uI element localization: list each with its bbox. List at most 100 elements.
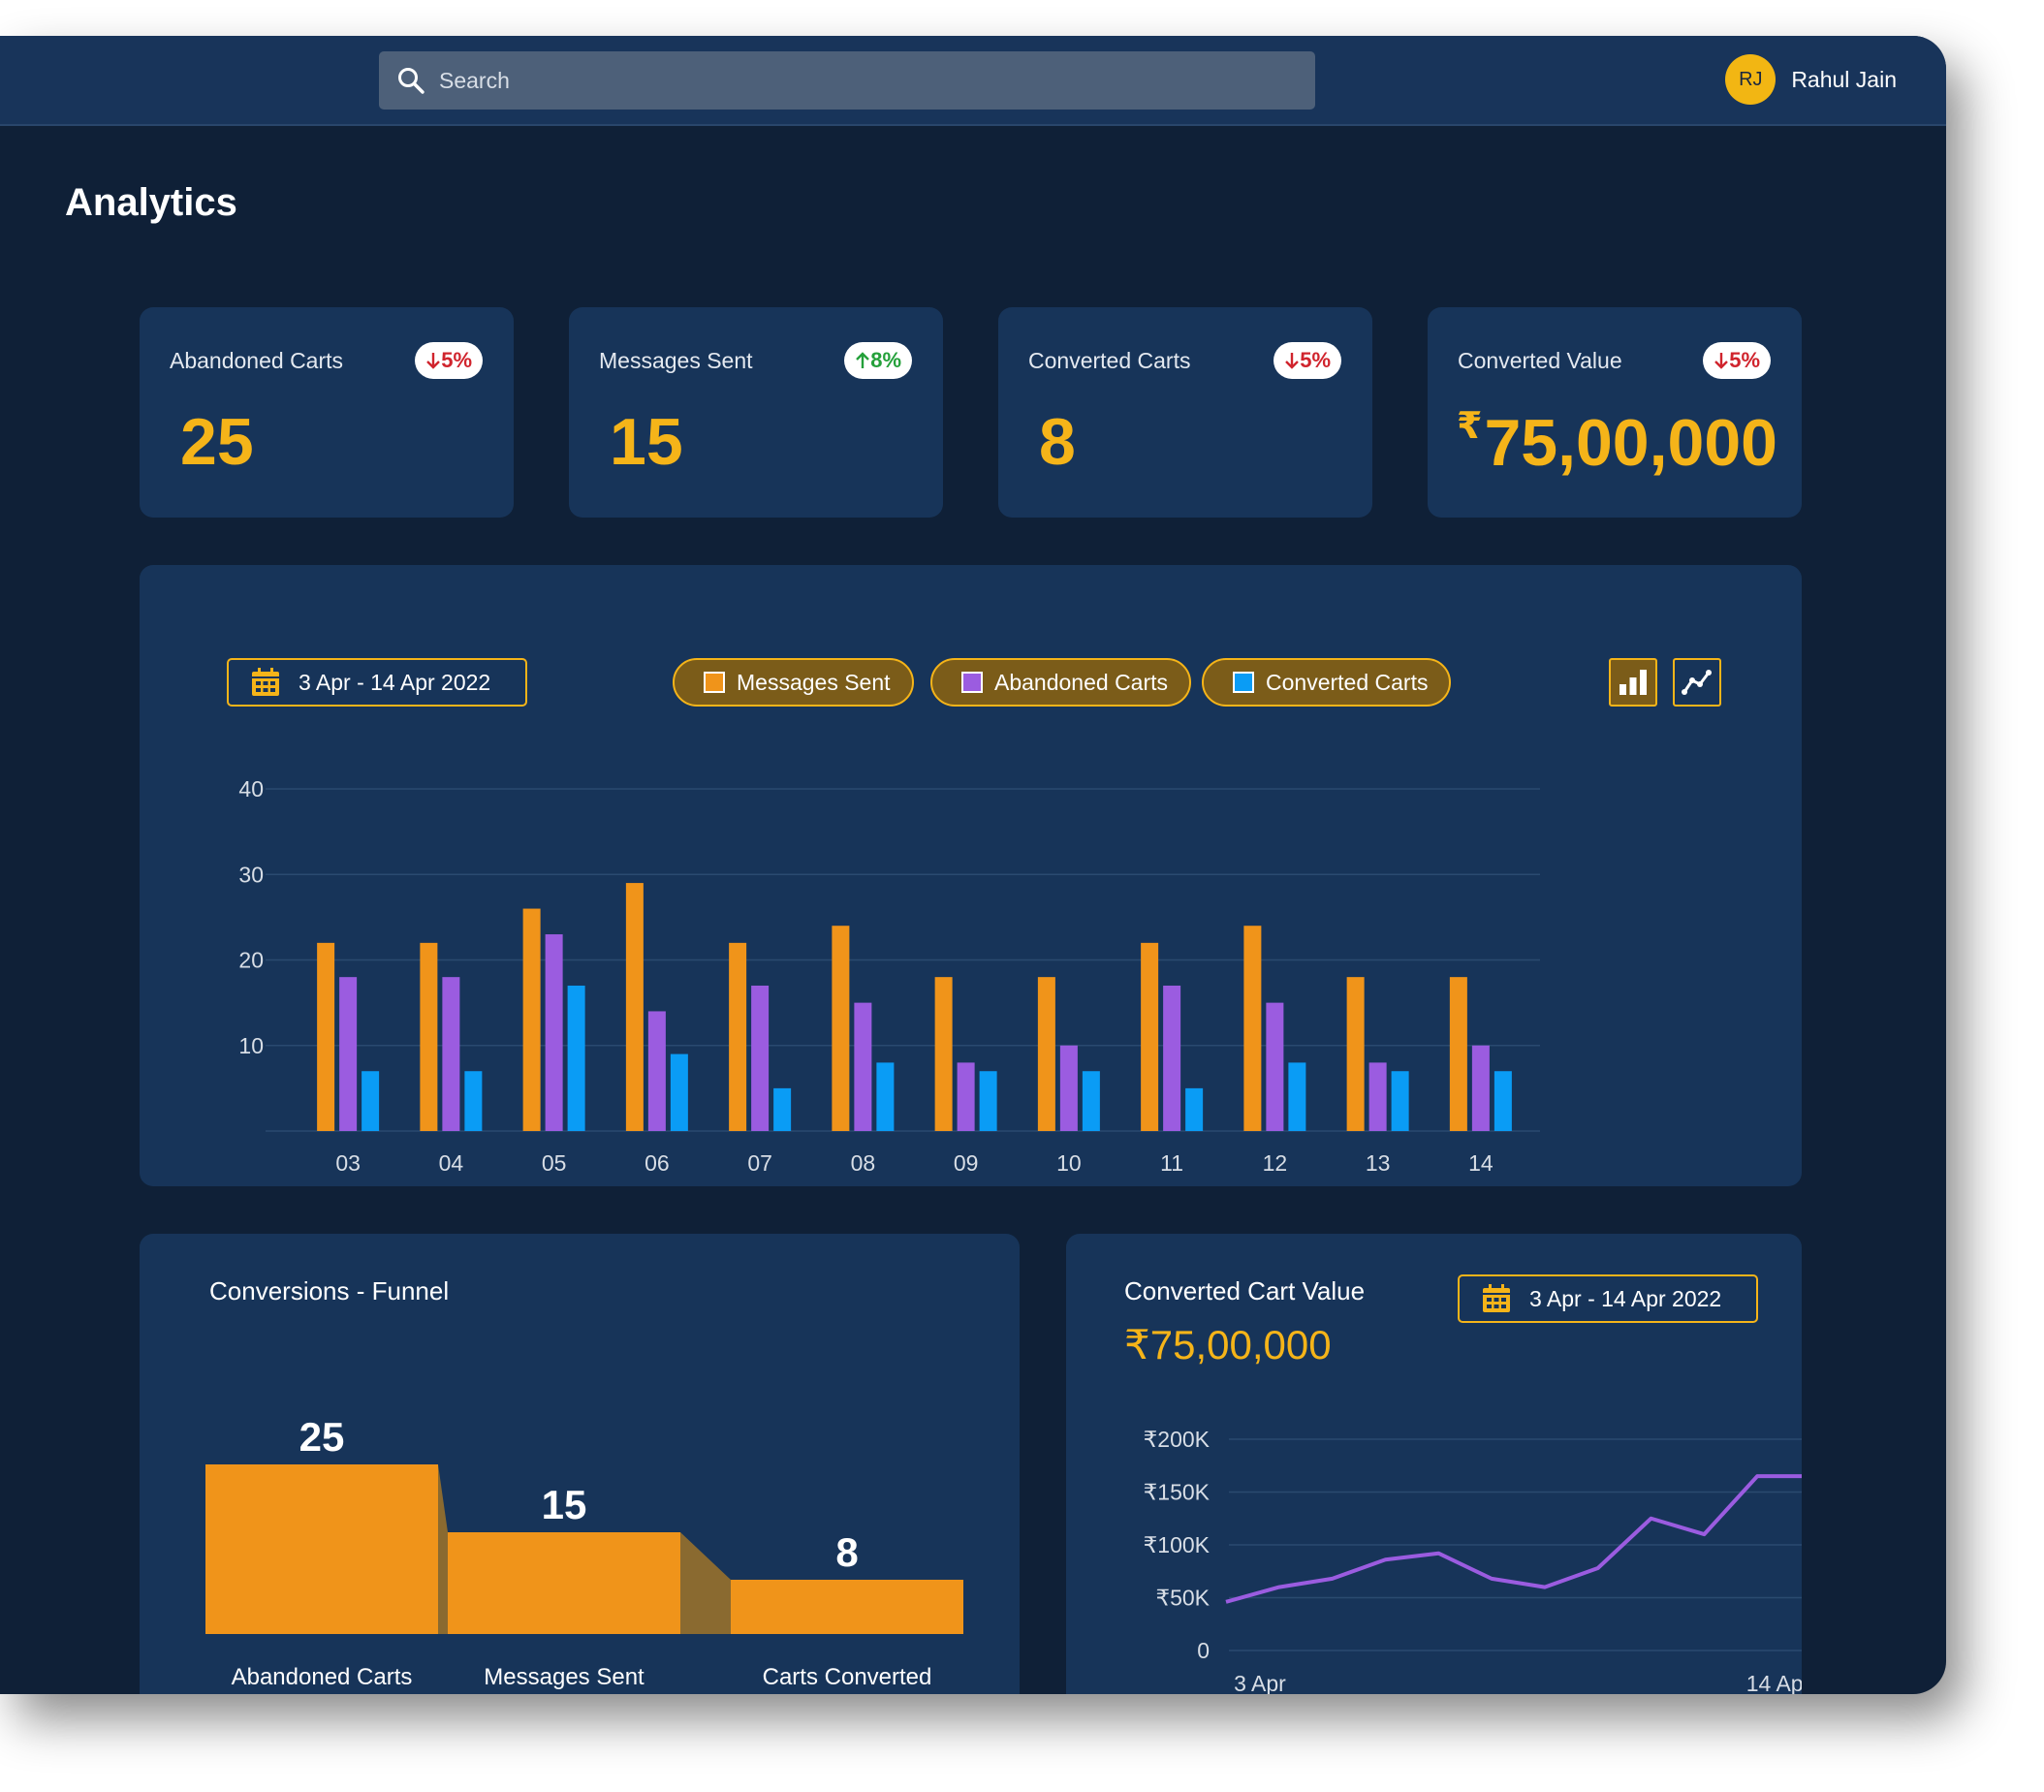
x-tick-label: 08 <box>851 1150 876 1176</box>
bar-converted-carts <box>464 1071 483 1131</box>
line-series <box>1225 1474 1802 1604</box>
bar-abandoned-carts <box>1059 1045 1078 1131</box>
bar-messages-sent <box>832 926 850 1131</box>
x-tick-label: 12 <box>1263 1150 1288 1176</box>
total-value: 75,00,000 <box>1149 1322 1332 1368</box>
kpi-number: 8 <box>1039 405 1076 479</box>
legend-label: Converted Carts <box>1266 669 1429 695</box>
app-window: Search RJ Rahul Jain Analytics Abandoned… <box>0 36 1946 1694</box>
y-tick-label: 10 <box>238 1033 264 1058</box>
search-input[interactable]: Search <box>379 51 1315 110</box>
search-icon <box>398 68 425 94</box>
kpi-label: Messages Sent <box>599 348 753 373</box>
funnel-connector <box>438 1464 448 1634</box>
bar-messages-sent <box>522 908 541 1131</box>
bar-abandoned-carts <box>1163 985 1181 1131</box>
kpi-number: 15 <box>610 405 683 479</box>
top-bar: Search RJ Rahul Jain <box>0 36 1946 126</box>
bar-messages-sent <box>420 942 438 1131</box>
value-title: Converted Cart Value <box>1124 1276 1366 1305</box>
line-view-button[interactable] <box>1673 658 1721 707</box>
kpi-value: 25 <box>178 404 254 480</box>
funnel-stage-label: Abandoned Carts <box>232 1664 413 1690</box>
x-tick-label: 03 <box>335 1150 361 1176</box>
kpi-label: Converted Carts <box>1028 348 1191 373</box>
bar-converted-carts <box>979 1071 997 1131</box>
search-placeholder: Search <box>439 67 510 93</box>
avatar[interactable]: RJ <box>1725 54 1777 105</box>
y-tick-label: 40 <box>238 776 264 802</box>
bar-abandoned-carts <box>1471 1045 1490 1131</box>
y-tick-label: ₹100K <box>1144 1532 1211 1557</box>
user-name[interactable]: Rahul Jain <box>1791 66 1897 92</box>
arrow-down-icon <box>1714 353 1729 369</box>
date-range-text: 3 Apr - 14 Apr 2022 <box>299 669 491 695</box>
bar-abandoned-carts <box>339 977 358 1131</box>
date-range-picker[interactable]: 3 Apr - 14 Apr 2022 <box>227 658 527 707</box>
kpi-label: Converted Value <box>1458 348 1622 373</box>
legend-swatch <box>1233 672 1254 693</box>
bar-messages-sent <box>317 942 335 1131</box>
legend-swatch <box>704 672 725 693</box>
bar-messages-sent <box>625 883 644 1131</box>
bar-abandoned-carts <box>751 985 770 1131</box>
arrow-down-icon <box>426 353 441 369</box>
kpi-value: 15 <box>608 404 683 480</box>
funnel-value-label: 8 <box>835 1529 858 1575</box>
x-tick-label: 10 <box>1056 1150 1082 1176</box>
value-date-range-picker[interactable]: 3 Apr - 14 Apr 2022 <box>1458 1274 1758 1323</box>
x-tick-label: 05 <box>542 1150 567 1176</box>
change-badge: 8% <box>844 342 912 379</box>
change-badge: 5% <box>1703 342 1771 379</box>
legend-swatch <box>961 672 983 693</box>
arrow-up-icon <box>856 352 870 368</box>
x-tick-label: 04 <box>439 1150 464 1176</box>
kpi-label: Abandoned Carts <box>170 348 344 373</box>
user-menu[interactable]: RJ Rahul Jain <box>1725 54 1897 105</box>
bar-abandoned-carts <box>957 1062 975 1131</box>
legend-label: Messages Sent <box>737 669 891 695</box>
bar-chart-icon <box>1619 670 1647 695</box>
bar-abandoned-carts <box>545 934 563 1131</box>
y-tick-label: 0 <box>1197 1638 1210 1663</box>
y-tick-label: 30 <box>238 862 264 887</box>
funnel-stage-label: Messages Sent <box>484 1664 645 1690</box>
legend-toggle-converted-carts[interactable]: Converted Carts <box>1202 658 1452 707</box>
change-value: 5% <box>1729 348 1760 372</box>
kpi-card-converted-value[interactable]: Converted Value 5% ₹75,00,000 <box>1428 307 1802 518</box>
funnel-connector <box>680 1532 731 1634</box>
funnel-title: Conversions - Funnel <box>209 1276 450 1305</box>
bar-converted-carts <box>876 1062 895 1131</box>
legend-toggle-messages-sent[interactable]: Messages Sent <box>673 658 914 707</box>
currency-symbol: ₹ <box>1457 406 1483 447</box>
kpi-card-messages-sent[interactable]: Messages Sent 8% 15 <box>569 307 943 518</box>
activity-bar-chart: 10 20 30 40 03 04 05 06 07 08 09 10 11 12 13 14 <box>238 776 1540 1176</box>
bar-converted-carts <box>567 985 585 1131</box>
activity-chart-card: 10 20 30 40 03 04 05 06 07 08 09 10 11 12 13 14 3 Apr -… <box>140 565 1802 1186</box>
x-tick-label: 06 <box>645 1150 670 1176</box>
calendar-icon <box>252 668 279 696</box>
change-value: 8% <box>870 348 901 372</box>
legend-label: Abandoned Carts <box>994 669 1169 695</box>
legend-toggle-abandoned-carts[interactable]: Abandoned Carts <box>930 658 1192 707</box>
funnel-chart: 25 Abandoned Carts 15 Messages Sent 8 Carts C… <box>205 1414 963 1690</box>
bar-abandoned-carts <box>442 977 460 1131</box>
x-tick-label: 09 <box>954 1150 979 1176</box>
bar-messages-sent <box>1037 977 1055 1131</box>
kpi-number: 25 <box>180 405 254 479</box>
x-tick-label: 07 <box>747 1150 772 1176</box>
currency-symbol: ₹ <box>1124 1322 1150 1368</box>
bar-messages-sent <box>729 942 747 1131</box>
y-tick-label: 20 <box>238 948 264 973</box>
funnel-value-label: 15 <box>542 1482 587 1527</box>
y-tick-label: ₹200K <box>1144 1427 1211 1452</box>
bar-view-button[interactable] <box>1609 658 1657 707</box>
bar-abandoned-carts <box>1368 1062 1387 1131</box>
kpi-card-converted-carts[interactable]: Converted Carts 5% 8 <box>998 307 1372 518</box>
kpi-number: 75,00,000 <box>1484 406 1777 480</box>
cart-value-line-chart: 0 ₹50K ₹100K ₹150K ₹200K 3 Apr 14 Apr <box>1144 1427 1802 1694</box>
kpi-card-abandoned-carts[interactable]: Abandoned Carts 5% 25 <box>140 307 514 518</box>
x-tick-label: 11 <box>1160 1150 1183 1176</box>
calendar-icon <box>1483 1284 1510 1312</box>
bar-converted-carts <box>362 1071 380 1131</box>
